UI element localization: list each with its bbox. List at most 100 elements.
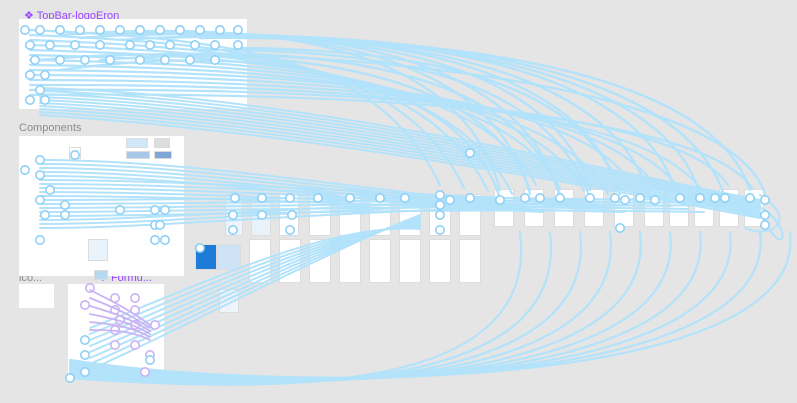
connector-line[interactable] bbox=[89, 305, 151, 332]
topbar-connection-node[interactable] bbox=[24, 95, 35, 106]
topbar-connection-node[interactable] bbox=[233, 24, 244, 35]
connector-line[interactable] bbox=[39, 201, 737, 225]
connector-line[interactable] bbox=[39, 99, 761, 209]
component-connection-node[interactable] bbox=[160, 235, 171, 246]
connector-line[interactable] bbox=[39, 114, 761, 219]
component-connection-node[interactable] bbox=[150, 205, 161, 216]
connector-line[interactable] bbox=[744, 194, 781, 233]
screen-connection-node[interactable] bbox=[634, 193, 645, 204]
topbar-connection-node[interactable] bbox=[19, 24, 30, 35]
component-connection-node[interactable] bbox=[39, 210, 50, 221]
screen-connection-node[interactable] bbox=[312, 193, 323, 204]
component-thumbnail[interactable] bbox=[89, 240, 107, 260]
screen-connection-node[interactable] bbox=[434, 210, 445, 221]
component-connection-node[interactable] bbox=[59, 210, 70, 221]
connector-line[interactable] bbox=[28, 88, 730, 187]
topbar-connection-node[interactable] bbox=[44, 39, 55, 50]
formu-connection-node[interactable] bbox=[140, 366, 151, 377]
topbar-connection-node[interactable] bbox=[54, 54, 65, 65]
topbar-connection-node[interactable] bbox=[125, 39, 136, 50]
topbar-connection-node[interactable] bbox=[185, 54, 196, 65]
formu-connection-node[interactable] bbox=[80, 349, 91, 360]
topbar-connection-node[interactable] bbox=[39, 95, 50, 106]
screen-connection-node[interactable] bbox=[374, 193, 385, 204]
connector-line[interactable] bbox=[39, 87, 761, 201]
topbar-connection-node[interactable] bbox=[165, 39, 176, 50]
formu-connection-node[interactable] bbox=[110, 339, 121, 350]
topbar-connection-node[interactable] bbox=[115, 24, 126, 35]
component-connection-node[interactable] bbox=[34, 155, 45, 166]
topbar-connection-node[interactable] bbox=[34, 24, 45, 35]
connector-line[interactable] bbox=[28, 73, 658, 190]
connector-line[interactable] bbox=[89, 321, 151, 338]
component-connection-node[interactable] bbox=[59, 200, 70, 211]
connector-line[interactable] bbox=[39, 200, 657, 205]
topbar-connection-node[interactable] bbox=[34, 85, 45, 96]
connector-line[interactable] bbox=[68, 230, 762, 380]
screen-connection-node[interactable] bbox=[534, 193, 545, 204]
screen-connection-node[interactable] bbox=[344, 193, 355, 204]
screen-connection-node[interactable] bbox=[434, 225, 445, 236]
screen-connection-node[interactable] bbox=[614, 223, 625, 234]
connector-line[interactable] bbox=[68, 230, 672, 382]
topbar-connection-node[interactable] bbox=[135, 24, 146, 35]
topbar-connection-node[interactable] bbox=[210, 54, 221, 65]
connector-line[interactable] bbox=[28, 48, 538, 187]
connector-line[interactable] bbox=[68, 230, 702, 381]
formu-connection-node[interactable] bbox=[80, 334, 91, 345]
screen-connection-node[interactable] bbox=[228, 225, 239, 236]
connector-line[interactable] bbox=[89, 313, 151, 335]
screen-connection-node[interactable] bbox=[759, 220, 770, 231]
screen-connection-node[interactable] bbox=[434, 200, 445, 211]
topbar-connection-node[interactable] bbox=[29, 54, 40, 65]
screen-thumbnail[interactable] bbox=[460, 240, 480, 282]
formu-connection-node[interactable] bbox=[80, 366, 91, 377]
formu-connection-node[interactable] bbox=[65, 372, 76, 383]
screen-connection-node[interactable] bbox=[519, 193, 530, 204]
screen-connection-node[interactable] bbox=[230, 193, 241, 204]
connector-line[interactable] bbox=[218, 33, 727, 200]
connector-line[interactable] bbox=[39, 90, 761, 203]
connector-line[interactable] bbox=[198, 48, 592, 200]
topbar-connection-node[interactable] bbox=[135, 54, 146, 65]
component-thumbnail[interactable] bbox=[95, 271, 107, 279]
topbar-connection-node[interactable] bbox=[75, 24, 86, 35]
connector-line[interactable] bbox=[68, 230, 583, 384]
connector-line[interactable] bbox=[89, 329, 151, 341]
topbar-connection-node[interactable] bbox=[70, 39, 81, 50]
component-connection-node[interactable] bbox=[115, 205, 126, 216]
connector-line[interactable] bbox=[738, 198, 784, 241]
screen-connection-node[interactable] bbox=[399, 193, 410, 204]
connector-line[interactable] bbox=[68, 230, 553, 385]
topbar-connection-node[interactable] bbox=[195, 24, 206, 35]
formu-connection-node[interactable] bbox=[80, 299, 91, 310]
topbar-connection-node[interactable] bbox=[145, 39, 156, 50]
screen-connection-node[interactable] bbox=[619, 195, 630, 206]
formu-connection-node[interactable] bbox=[150, 319, 161, 330]
component-connection-node[interactable] bbox=[19, 165, 30, 176]
connector-line[interactable] bbox=[68, 230, 523, 386]
component-thumbnail[interactable] bbox=[155, 139, 169, 147]
topbar-connection-node[interactable] bbox=[105, 54, 116, 65]
formu-connection-node[interactable] bbox=[130, 292, 141, 303]
connector-line[interactable] bbox=[39, 111, 761, 217]
topbar-connection-node[interactable] bbox=[24, 70, 35, 81]
connector-line[interactable] bbox=[28, 93, 754, 190]
connector-line[interactable] bbox=[89, 218, 421, 359]
screen-connection-node[interactable] bbox=[494, 195, 505, 206]
screen-connection-node[interactable] bbox=[609, 193, 620, 204]
screen-connection-node[interactable] bbox=[759, 195, 770, 206]
component-thumbnail[interactable] bbox=[127, 152, 149, 158]
connector-line[interactable] bbox=[28, 58, 586, 193]
screen-thumbnail[interactable] bbox=[400, 240, 420, 282]
connector-line[interactable] bbox=[39, 203, 673, 209]
screen-connection-node[interactable] bbox=[195, 243, 206, 254]
component-connection-node[interactable] bbox=[155, 220, 166, 231]
screen-connection-node[interactable] bbox=[434, 190, 445, 201]
connector-line[interactable] bbox=[28, 68, 634, 187]
topbar-connection-node[interactable] bbox=[233, 39, 244, 50]
connector-line[interactable] bbox=[89, 297, 151, 329]
topbar-connection-node[interactable] bbox=[155, 24, 166, 35]
topbar-connection-node[interactable] bbox=[215, 24, 226, 35]
